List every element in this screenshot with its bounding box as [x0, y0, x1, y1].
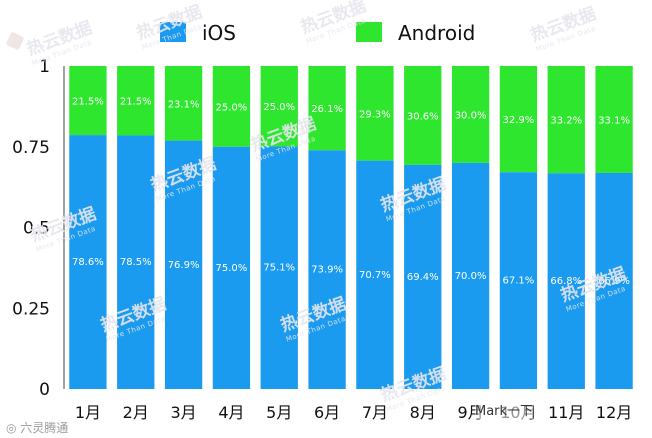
- bar-ios: [451, 162, 490, 389]
- data-label-android: 32.9%: [503, 115, 535, 126]
- x-tick-label: 11月: [548, 403, 584, 422]
- y-tick-label: 1: [39, 57, 50, 77]
- bar-ios: [595, 172, 633, 389]
- bar-android: [356, 66, 394, 161]
- bar-ios: [69, 135, 107, 389]
- data-label-ios: 75.0%: [216, 263, 248, 274]
- bar-android: [308, 66, 346, 151]
- data-label-ios: 78.6%: [72, 257, 104, 268]
- data-label-ios: 67.1%: [503, 276, 535, 287]
- data-label-ios: 73.9%: [311, 265, 343, 276]
- legend-swatch: [356, 22, 382, 42]
- bar-android: [595, 66, 633, 173]
- bar-ios: [308, 150, 346, 389]
- data-label-android: 30.6%: [407, 111, 439, 122]
- bar-ios: [356, 160, 394, 389]
- x-tick-label: 12月: [596, 403, 632, 422]
- data-label-android: 29.3%: [359, 109, 391, 120]
- data-label-android: 33.1%: [598, 115, 630, 126]
- bar-ios: [499, 172, 538, 389]
- data-label-ios: 66.8%: [550, 276, 582, 287]
- bar-android: [547, 66, 585, 174]
- data-label-ios: 70.0%: [455, 271, 487, 282]
- data-label-android: 26.1%: [311, 104, 343, 115]
- x-tick-label: 4月: [218, 403, 244, 422]
- data-label-android: 25.0%: [216, 102, 248, 113]
- y-tick-label: 0.5: [23, 219, 50, 239]
- x-tick-label: 1月: [75, 403, 101, 422]
- x-tick-label: 7月: [362, 403, 388, 422]
- data-label-ios: 76.9%: [168, 260, 200, 271]
- bar-android: [404, 66, 442, 165]
- y-tick-label: 0.75: [12, 138, 50, 158]
- bar-ios: [260, 146, 298, 389]
- data-label-ios: 66.9%: [598, 276, 630, 287]
- bar-ios: [117, 135, 155, 389]
- legend-label: iOS: [202, 21, 236, 45]
- y-tick-label: 0.25: [12, 299, 50, 319]
- bar-android: [260, 66, 298, 147]
- bar-ios: [547, 173, 585, 389]
- data-label-ios: 70.7%: [359, 270, 391, 281]
- legend-swatch: [160, 22, 186, 42]
- bar-android: [499, 66, 538, 173]
- x-tick-label: 8月: [410, 403, 436, 422]
- data-label-ios: 75.1%: [263, 263, 295, 274]
- x-axis: 1月2月3月4月5月6月7月8月9月10月11月12月: [75, 403, 632, 422]
- legend-label: Android: [398, 21, 475, 45]
- x-tick-label: 3月: [170, 403, 196, 422]
- data-label-android: 23.1%: [168, 99, 200, 110]
- y-axis: 0 0.25 0.5 0.75 1: [12, 57, 65, 400]
- legend: iOS Android: [160, 21, 475, 45]
- bar-android: [117, 66, 155, 136]
- data-label-android: 21.5%: [120, 97, 152, 108]
- bar-android: [451, 66, 490, 163]
- data-label-android: 25.0%: [263, 102, 295, 113]
- data-label-ios: 69.4%: [407, 272, 439, 283]
- bar-ios: [212, 146, 251, 389]
- x-tick-label: 5月: [266, 403, 292, 422]
- bar-ios: [404, 164, 442, 389]
- y-tick-label: 0: [39, 380, 50, 400]
- bar-ios: [164, 140, 203, 389]
- x-tick-label: 6月: [314, 403, 340, 422]
- source-credit: ◎ 六灵腾通: [6, 421, 69, 435]
- x-tick-label: 2月: [123, 403, 149, 422]
- data-label-android: 30.0%: [455, 110, 487, 121]
- bars: 21.5% 78.6% 21.5% 78.5% 23.1% 76.9% 25.0% 75.0%…: [69, 66, 633, 389]
- bar-android: [69, 66, 107, 136]
- bar-android: [212, 66, 251, 147]
- data-label-ios: 78.5%: [120, 257, 152, 268]
- data-label-android: 33.2%: [550, 116, 582, 127]
- data-label-android: 21.5%: [72, 97, 104, 108]
- overlay-text: Mark一下: [475, 400, 534, 419]
- bar-android: [164, 66, 203, 141]
